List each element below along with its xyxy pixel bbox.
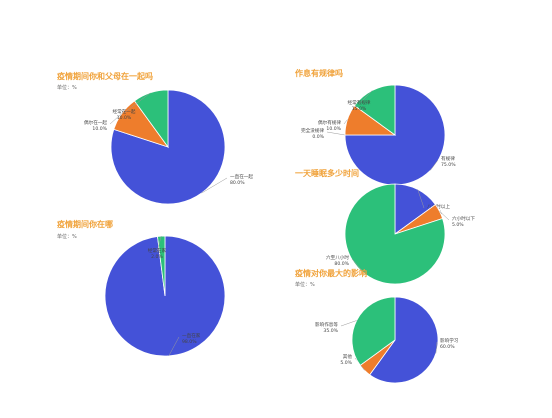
slice-value-label: 2.0%	[151, 254, 163, 260]
leader-line	[123, 92, 151, 114]
slice-value-label: 80.0%	[334, 261, 349, 267]
slice-label: 经常有规律	[348, 99, 371, 106]
leader-line	[156, 236, 162, 253]
chart-title: 一天睡眠多少时间	[295, 169, 359, 178]
slice-label: 影响作息等	[315, 321, 338, 328]
slice-value-label: 60.0%	[440, 344, 455, 350]
slice-label: 经常在一起	[113, 108, 136, 115]
leader-line	[201, 177, 228, 194]
slice-value-label: 10.0%	[326, 126, 341, 132]
slice-value-label: 98.0%	[182, 339, 197, 345]
leader-line	[417, 189, 425, 209]
leader-line	[439, 211, 450, 221]
slice-value-label: 80.0%	[230, 180, 245, 186]
leader-line	[358, 90, 373, 105]
slice-label: 完全没规律	[301, 127, 324, 134]
pie-slice	[157, 235, 166, 297]
slice-label: 八小时以上	[427, 203, 450, 210]
leader-line	[340, 320, 357, 327]
slice-value-label: 35.0%	[323, 328, 338, 334]
unit-label: 单位：%	[57, 85, 77, 91]
slice-value-label: 5.0%	[452, 222, 464, 228]
slice-value-label: 75.0%	[441, 162, 456, 168]
leader-line	[343, 119, 348, 125]
slice-label: 偶尔有规律	[318, 119, 341, 126]
slice-label: 偶尔在一起	[84, 119, 107, 126]
slice-label: 影响学习	[440, 337, 459, 344]
slice-label: 一直在家	[182, 332, 201, 339]
slice-label: 一直在一起	[230, 173, 253, 180]
slice-value-label: 10.0%	[92, 126, 107, 132]
unit-label: 单位：%	[295, 282, 315, 288]
slice-label: 其他	[343, 353, 353, 360]
unit-label: 单位：%	[57, 234, 77, 240]
slice-value-label: 5.0%	[340, 360, 352, 366]
chart-title: 疫情期间你在哪	[57, 220, 113, 229]
leader-line	[168, 336, 180, 357]
leader-line	[430, 159, 439, 171]
leader-line	[109, 113, 123, 125]
chart-title: 疫情对你最大的影响	[295, 269, 367, 278]
slice-label: 有规律	[441, 155, 455, 162]
slice-label: 六至八小时	[326, 254, 349, 261]
leader-line	[326, 131, 346, 136]
pie-slice	[369, 296, 439, 384]
slice-label: 经常在家	[148, 247, 167, 254]
slice-value-label: 10.0%	[117, 115, 132, 121]
slice-label: 六小时以下	[452, 215, 475, 222]
leader-line	[435, 341, 438, 354]
chart-title: 疫情期间你和父母在一起吗	[57, 72, 153, 81]
chart-title: 作息有规律吗	[295, 69, 343, 78]
slice-value-label: 0.0%	[312, 134, 324, 140]
leader-line	[351, 258, 366, 275]
slice-value-label: 15.0%	[352, 106, 367, 112]
